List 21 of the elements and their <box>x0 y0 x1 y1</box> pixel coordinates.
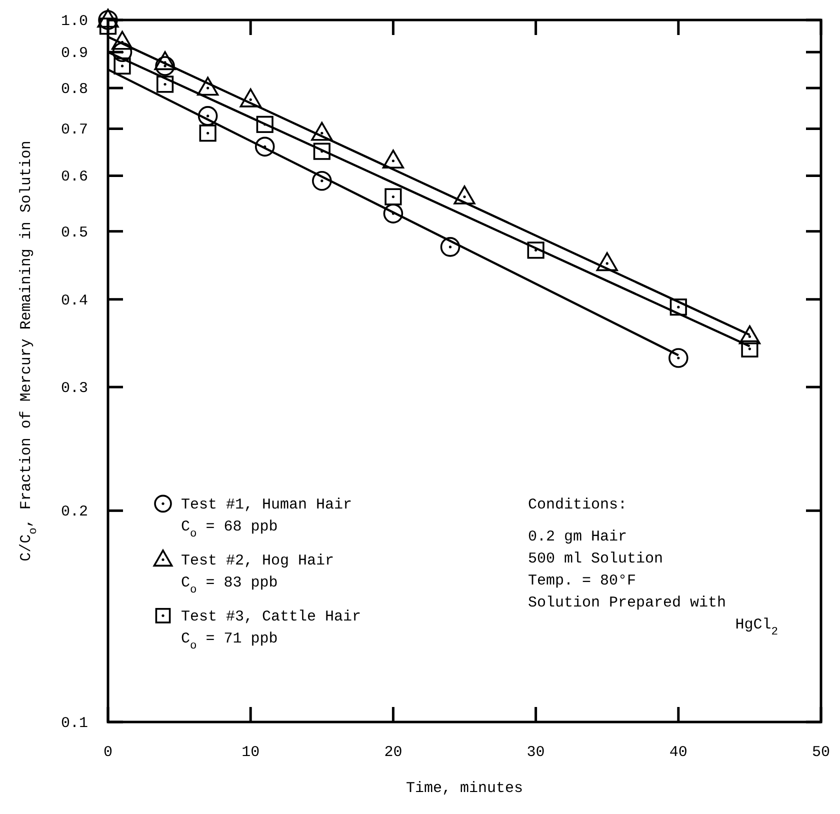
legend-label: Test #1, Human Hair C$_{o}$ = 68 ppb <box>181 496 352 541</box>
y-tick-label: 0.8 <box>60 81 88 98</box>
y-tick-label: 0.7 <box>60 122 88 139</box>
y-tick-label: 0.1 <box>60 715 88 732</box>
y-tick-label: 0.6 <box>60 168 88 186</box>
y-tick-label: 0.5 <box>60 224 88 242</box>
x-tick-label: 50 <box>812 744 830 761</box>
y-tick-label: 1.0 <box>60 13 88 30</box>
x-tick-label: 40 <box>669 744 688 761</box>
y-tick-label: 0.2 <box>60 504 88 521</box>
y-tick-label: 0.4 <box>60 292 88 310</box>
y-tick-label: 0.9 <box>60 45 88 62</box>
y-tick-label: 0.3 <box>60 380 88 398</box>
x-tick-label: 20 <box>384 744 402 761</box>
legend-label: Test #3, Cattle Hair C$_{o}$ = 71 ppb <box>181 608 362 653</box>
x-tick-label: 10 <box>242 744 260 761</box>
x-axis-title: Time, minutes <box>406 780 524 797</box>
legend-label: Test #2, Hog Hair C$_{o}$ = 83 ppb <box>181 552 334 597</box>
x-tick-label: 0 <box>103 744 113 761</box>
annotation: Conditions: 0.2 gm Hair 500 ml Solution Temp. = 80°F Solution Prepared with HgCl$_{2}$ <box>528 496 778 639</box>
x-tick-label: 30 <box>526 744 545 761</box>
